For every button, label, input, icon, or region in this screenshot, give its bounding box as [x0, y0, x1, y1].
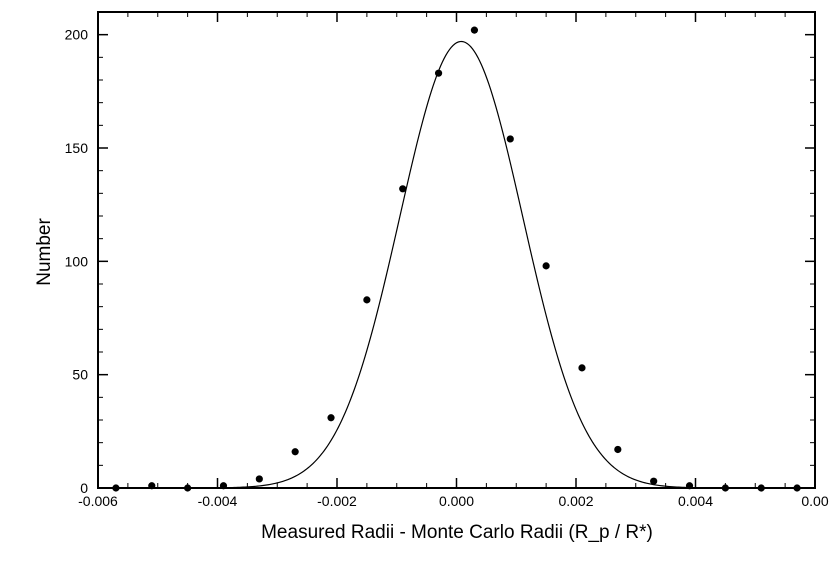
data-point [757, 484, 765, 492]
data-point [721, 484, 729, 492]
data-point [255, 475, 263, 483]
data-point [506, 135, 514, 143]
data-point [434, 69, 443, 77]
y-axis-title: Number [34, 218, 55, 286]
x-tick-label: 0.000 [439, 493, 474, 509]
y-tick-label: 100 [65, 253, 89, 269]
y-tick-label: 0 [80, 480, 88, 496]
data-point [542, 262, 550, 270]
data-point [219, 482, 228, 490]
y-tick-label: 150 [65, 140, 89, 156]
data-point [578, 364, 586, 372]
data-point [614, 445, 622, 454]
data-point [112, 484, 120, 492]
data-point [470, 26, 479, 34]
x-tick-label: 0.002 [558, 493, 593, 509]
y-tick-label: 50 [72, 367, 88, 383]
data-point [685, 482, 694, 490]
x-tick-label: -0.002 [317, 493, 357, 509]
data-point [363, 296, 371, 304]
data-point [650, 477, 658, 485]
x-tick-label: -0.004 [198, 493, 238, 509]
x-tick-label: 0.00 [801, 493, 828, 509]
data-point [327, 414, 335, 422]
data-point [399, 185, 407, 193]
data-point [793, 484, 801, 492]
gaussian-fit-curve [98, 40, 815, 489]
data-point [148, 482, 156, 490]
x-tick-label: -0.006 [78, 493, 118, 509]
plot-area-frame [97, 11, 816, 489]
data-point [291, 448, 299, 456]
data-point [184, 484, 192, 492]
x-tick-label: 0.004 [678, 493, 713, 509]
y-tick-label: 200 [65, 27, 89, 43]
x-axis-title: Measured Radii - Monte Carlo Radii (R_p … [261, 522, 653, 543]
